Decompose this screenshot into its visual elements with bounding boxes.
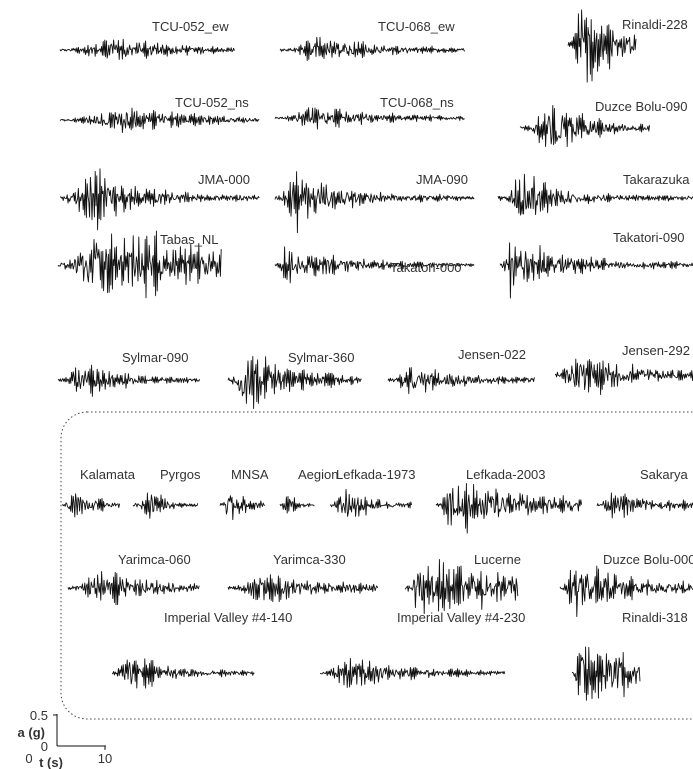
waveform [554,358,693,395]
waveform [274,107,465,130]
record-label: Kalamata [80,467,136,482]
waveform [319,657,506,688]
record-label: Sakarya [640,467,688,482]
record-label: TCU-052_ew [152,19,229,34]
record-label: Yarimca-330 [273,552,346,567]
record-label: TCU-052_ns [175,95,249,110]
waveform [499,242,693,299]
scale-a-max: 0.5 [30,708,48,723]
waveform [59,38,235,60]
record-label: Lucerne [474,552,521,567]
waveform [227,356,362,409]
waveform [132,492,199,519]
record-label: Rinaldi-228 [622,17,688,32]
record-label: Imperial Valley #4-230 [397,610,525,625]
waveform [67,571,200,606]
record-label: TCU-068_ew [378,19,455,34]
waveform [596,492,693,519]
waveform [279,36,466,61]
record-label: JMA-090 [416,172,468,187]
record-label: Takatori-090 [613,230,685,245]
record-label: Pyrgos [160,467,201,482]
scale-a-label: a (g) [18,725,45,740]
waveform [404,559,519,615]
record-label: Lefkada-1973 [336,467,416,482]
record-label: Takarazuka [623,172,690,187]
scale-t-min: 0 [25,751,32,766]
waveform [519,105,651,147]
waveform [387,367,535,395]
waveform [61,493,121,518]
waveform [219,495,266,521]
waveform [227,574,379,603]
scale-t-max: 10 [98,751,112,766]
scale-t-label: t (s) [39,755,63,769]
waveform [497,173,693,216]
waveform [571,646,641,701]
waveform [274,246,475,284]
record-label: TCU-068_ns [380,95,454,110]
record-label: Takatori-000 [390,260,462,275]
waveform [59,107,260,134]
record-label: Jensen-292 [622,343,690,358]
record-label: Sylmar-090 [122,350,188,365]
waveform [111,658,255,689]
record-label: Aegion [298,467,338,482]
waveform [559,565,693,618]
waveform [567,9,637,83]
waveform [329,488,413,517]
record-label: Imperial Valley #4-140 [164,610,292,625]
record-label: Sylmar-360 [288,350,354,365]
waveform [274,171,475,234]
record-label: MNSA [231,467,269,482]
scale-a-min: 0 [41,739,48,754]
waveform [279,496,315,514]
inset-box [60,411,693,720]
record-label: Duzce Bolu-090 [595,99,688,114]
record-label: JMA-000 [198,172,250,187]
waveform [57,364,201,397]
record-label: Lefkada-2003 [466,467,546,482]
record-label: Jensen-022 [458,347,526,362]
waveform [435,483,583,534]
record-label: Yarimca-060 [118,552,191,567]
record-label: Duzce Bolu-000 [603,552,693,567]
waveform [57,230,222,299]
record-label: Rinaldi-318 [622,610,688,625]
waveform [59,168,260,231]
record-label: Tabas_NL [160,232,219,247]
